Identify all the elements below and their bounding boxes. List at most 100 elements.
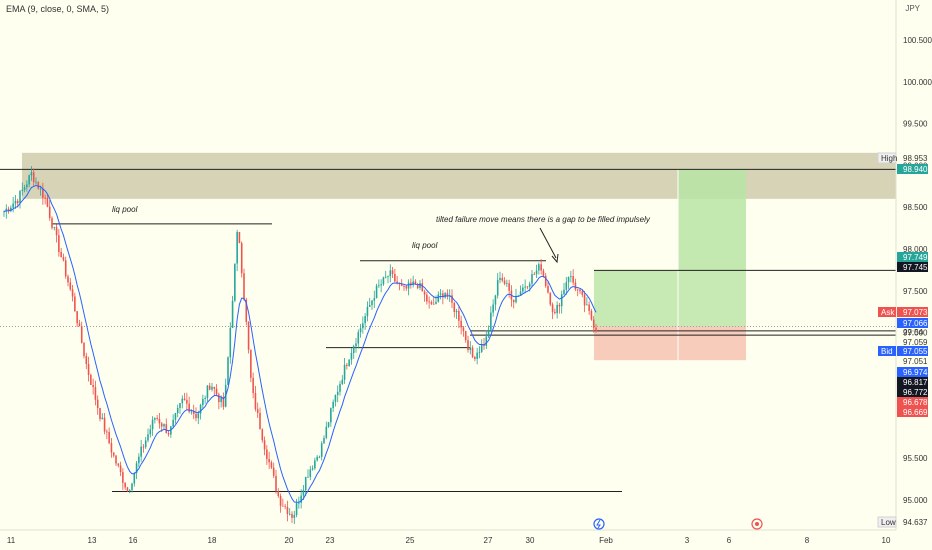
candle[interactable] (560, 294, 563, 307)
candle[interactable] (554, 311, 556, 314)
candle[interactable] (352, 346, 355, 353)
candle[interactable] (421, 283, 424, 292)
candle[interactable] (362, 323, 364, 329)
candle[interactable] (135, 463, 138, 473)
candle[interactable] (320, 443, 323, 457)
candle[interactable] (133, 472, 136, 484)
candle[interactable] (7, 208, 10, 212)
candle[interactable] (259, 412, 261, 430)
candle[interactable] (380, 284, 382, 286)
candle[interactable] (51, 218, 53, 228)
candle[interactable] (446, 293, 449, 297)
candle[interactable] (366, 306, 369, 317)
candle[interactable] (478, 351, 481, 353)
candle[interactable] (106, 431, 108, 433)
candle[interactable] (524, 286, 526, 288)
candle[interactable] (154, 418, 156, 420)
candle[interactable] (192, 411, 195, 414)
candle[interactable] (167, 433, 170, 435)
candle[interactable] (163, 424, 165, 427)
candle[interactable] (144, 440, 147, 448)
candle[interactable] (464, 331, 467, 341)
candle[interactable] (295, 503, 298, 516)
candle[interactable] (284, 506, 286, 508)
candle[interactable] (195, 413, 197, 419)
candle[interactable] (396, 281, 398, 284)
candle[interactable] (16, 200, 19, 204)
candle[interactable] (302, 490, 305, 496)
candle[interactable] (140, 446, 142, 457)
candle[interactable] (595, 327, 597, 332)
candle[interactable] (549, 292, 552, 305)
candle[interactable] (526, 286, 529, 288)
candle[interactable] (346, 364, 348, 366)
candle[interactable] (83, 342, 85, 357)
candle[interactable] (579, 289, 581, 292)
price-axis[interactable] (896, 0, 932, 550)
candle[interactable] (403, 286, 405, 287)
candle[interactable] (412, 281, 414, 285)
candle[interactable] (336, 391, 339, 396)
candle[interactable] (581, 291, 584, 295)
candle[interactable] (535, 270, 538, 275)
candle[interactable] (42, 188, 44, 198)
candle[interactable] (467, 340, 469, 351)
candle[interactable] (5, 208, 8, 212)
candle[interactable] (375, 285, 378, 299)
candle[interactable] (458, 310, 460, 321)
candle[interactable] (229, 327, 232, 358)
candle[interactable] (492, 304, 494, 313)
candle[interactable] (142, 446, 145, 448)
candle[interactable] (197, 413, 200, 419)
candle[interactable] (236, 232, 238, 264)
candle[interactable] (215, 388, 218, 395)
candle[interactable] (90, 374, 92, 386)
candle[interactable] (378, 285, 380, 287)
candle[interactable] (442, 293, 444, 298)
candle[interactable] (263, 440, 266, 450)
candle[interactable] (343, 364, 346, 380)
candle[interactable] (234, 263, 236, 301)
candle[interactable] (186, 400, 188, 404)
candle[interactable] (414, 281, 417, 285)
candle[interactable] (389, 270, 392, 277)
candle[interactable] (572, 276, 574, 283)
candle[interactable] (291, 513, 293, 518)
candle[interactable] (444, 293, 446, 298)
candle[interactable] (503, 280, 506, 284)
candle[interactable] (126, 487, 129, 491)
candle[interactable] (348, 359, 350, 366)
candle[interactable] (330, 408, 332, 423)
candle[interactable] (270, 462, 273, 468)
candle[interactable] (590, 310, 593, 320)
candle[interactable] (531, 274, 533, 284)
candle[interactable] (528, 283, 531, 287)
candle[interactable] (272, 467, 275, 476)
candle[interactable] (565, 282, 568, 290)
candle[interactable] (359, 328, 362, 333)
candle[interactable] (430, 302, 433, 304)
candle[interactable] (85, 356, 88, 365)
candle[interactable] (323, 437, 325, 444)
candle[interactable] (211, 386, 213, 390)
candle[interactable] (71, 289, 74, 297)
candle[interactable] (382, 277, 385, 285)
candle[interactable] (435, 301, 437, 304)
candle[interactable] (165, 424, 168, 434)
candle[interactable] (499, 277, 501, 281)
candle[interactable] (206, 385, 209, 399)
candle[interactable] (149, 429, 152, 435)
candle[interactable] (46, 197, 49, 207)
candle[interactable] (394, 273, 396, 282)
candle[interactable] (592, 319, 595, 328)
candle[interactable] (515, 296, 517, 303)
candle[interactable] (311, 468, 314, 470)
candle[interactable] (480, 344, 483, 352)
candle[interactable] (147, 434, 149, 441)
candle[interactable] (158, 418, 161, 424)
candle[interactable] (190, 411, 193, 413)
candle[interactable] (60, 252, 62, 258)
candle[interactable] (300, 495, 302, 503)
candle[interactable] (298, 502, 300, 504)
